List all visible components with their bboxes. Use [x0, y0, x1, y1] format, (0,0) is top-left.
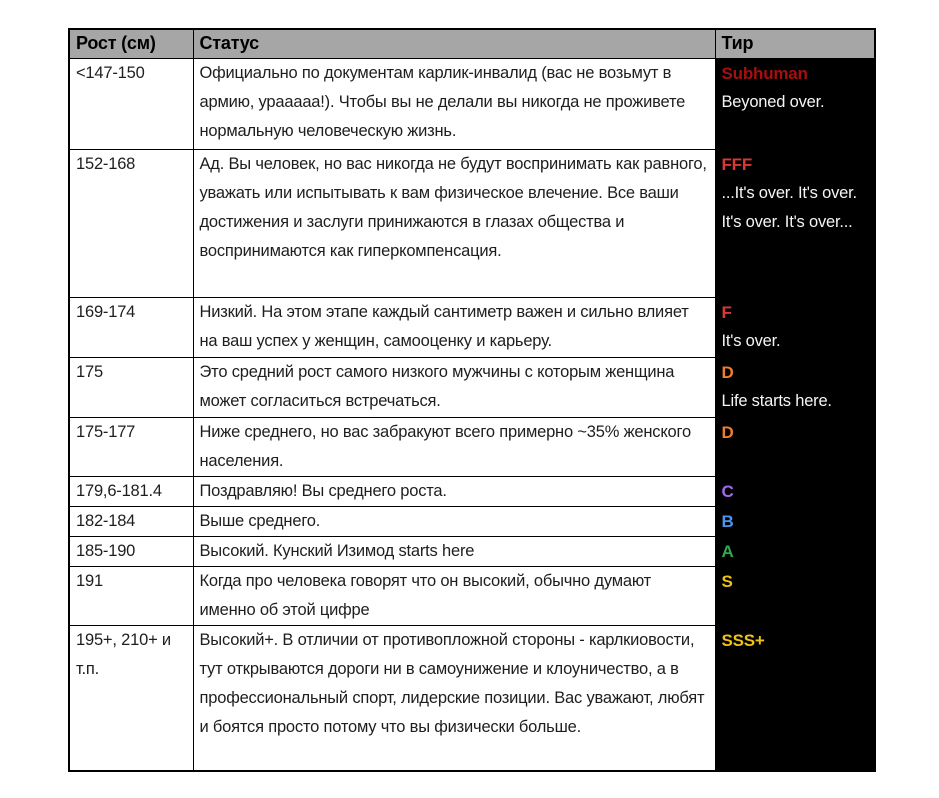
tier-note: Beyoned over. [721, 92, 825, 111]
tier-cell: C [714, 475, 876, 507]
tier-grade: B [721, 511, 734, 531]
table-row: 191 Когда про человека говорят что он вы… [68, 565, 876, 626]
tier-note: It's over. [721, 331, 781, 350]
height-cell: 191 [68, 565, 194, 626]
column-header-status: Статус [192, 28, 716, 59]
status-cell: Выше среднего. [192, 505, 716, 537]
status-cell: Это средний рост самого низкого мужчины … [192, 356, 716, 418]
status-cell: Официально по документам карлик-инвалид … [192, 57, 716, 150]
tier-grade: SSS+ [721, 630, 765, 650]
table-row: 169-174 Низкий. На этом этапе каждый сан… [68, 296, 876, 358]
tier-note: ...It's over. It's over. It's over. It's… [721, 183, 858, 231]
tier-cell: D Life starts here. [714, 356, 876, 418]
height-cell: 195+, 210+ и т.п. [68, 624, 194, 772]
table-row: 152-168 Ад. Вы человек, но вас никогда н… [68, 148, 876, 298]
table-row: 175 Это средний рост самого низкого мужч… [68, 356, 876, 418]
tier-grade: S [721, 571, 733, 591]
column-header-height: Рост (см) [68, 28, 194, 59]
status-cell: Ниже среднего, но вас забракуют всего пр… [192, 416, 716, 477]
tier-cell: D [714, 416, 876, 477]
tier-cell: F It's over. [714, 296, 876, 358]
table-row: 179,6-181.4 Поздравляю! Вы среднего рост… [68, 475, 876, 507]
tier-grade: C [721, 481, 734, 501]
tier-grade: F [721, 302, 732, 322]
tier-cell: A [714, 535, 876, 567]
table-row: 195+, 210+ и т.п. Высокий+. В отличии от… [68, 624, 876, 772]
height-cell: <147-150 [68, 57, 194, 150]
status-cell: Высокий. Кунский Изимод starts here [192, 535, 716, 567]
tier-grade: Subhuman [721, 63, 808, 83]
tier-grade: FFF [721, 154, 753, 174]
height-cell: 175-177 [68, 416, 194, 477]
tier-grade: D [721, 422, 734, 442]
table-row: 182-184 Выше среднего. B [68, 505, 876, 537]
status-cell: Ад. Вы человек, но вас никогда не будут … [192, 148, 716, 298]
tier-cell: FFF ...It's over. It's over. It's over. … [714, 148, 876, 298]
height-cell: 182-184 [68, 505, 194, 537]
tier-cell: B [714, 505, 876, 537]
tier-note: Life starts here. [721, 391, 833, 410]
height-tier-table: Рост (см) Статус Тир <147-150 Официально… [68, 28, 876, 772]
table-row: 175-177 Ниже среднего, но вас забракуют … [68, 416, 876, 477]
tier-cell: SSS+ [714, 624, 876, 772]
column-header-tier: Тир [714, 28, 876, 59]
tier-cell: Subhuman Beyoned over. [714, 57, 876, 150]
header-row: Рост (см) Статус Тир [68, 28, 876, 59]
height-cell: 185-190 [68, 535, 194, 567]
height-cell: 175 [68, 356, 194, 418]
status-cell: Поздравляю! Вы среднего роста. [192, 475, 716, 507]
height-cell: 179,6-181.4 [68, 475, 194, 507]
height-cell: 169-174 [68, 296, 194, 358]
tier-cell: S [714, 565, 876, 626]
status-cell: Низкий. На этом этапе каждый сантиметр в… [192, 296, 716, 358]
table-row: 185-190 Высокий. Кунский Изимод starts h… [68, 535, 876, 567]
height-cell: 152-168 [68, 148, 194, 298]
tier-grade: D [721, 362, 734, 382]
tier-grade: A [721, 541, 734, 561]
status-cell: Когда про человека говорят что он высоки… [192, 565, 716, 626]
table-row: <147-150 Официально по документам карлик… [68, 57, 876, 150]
status-cell: Высокий+. В отличии от противопложной ст… [192, 624, 716, 772]
